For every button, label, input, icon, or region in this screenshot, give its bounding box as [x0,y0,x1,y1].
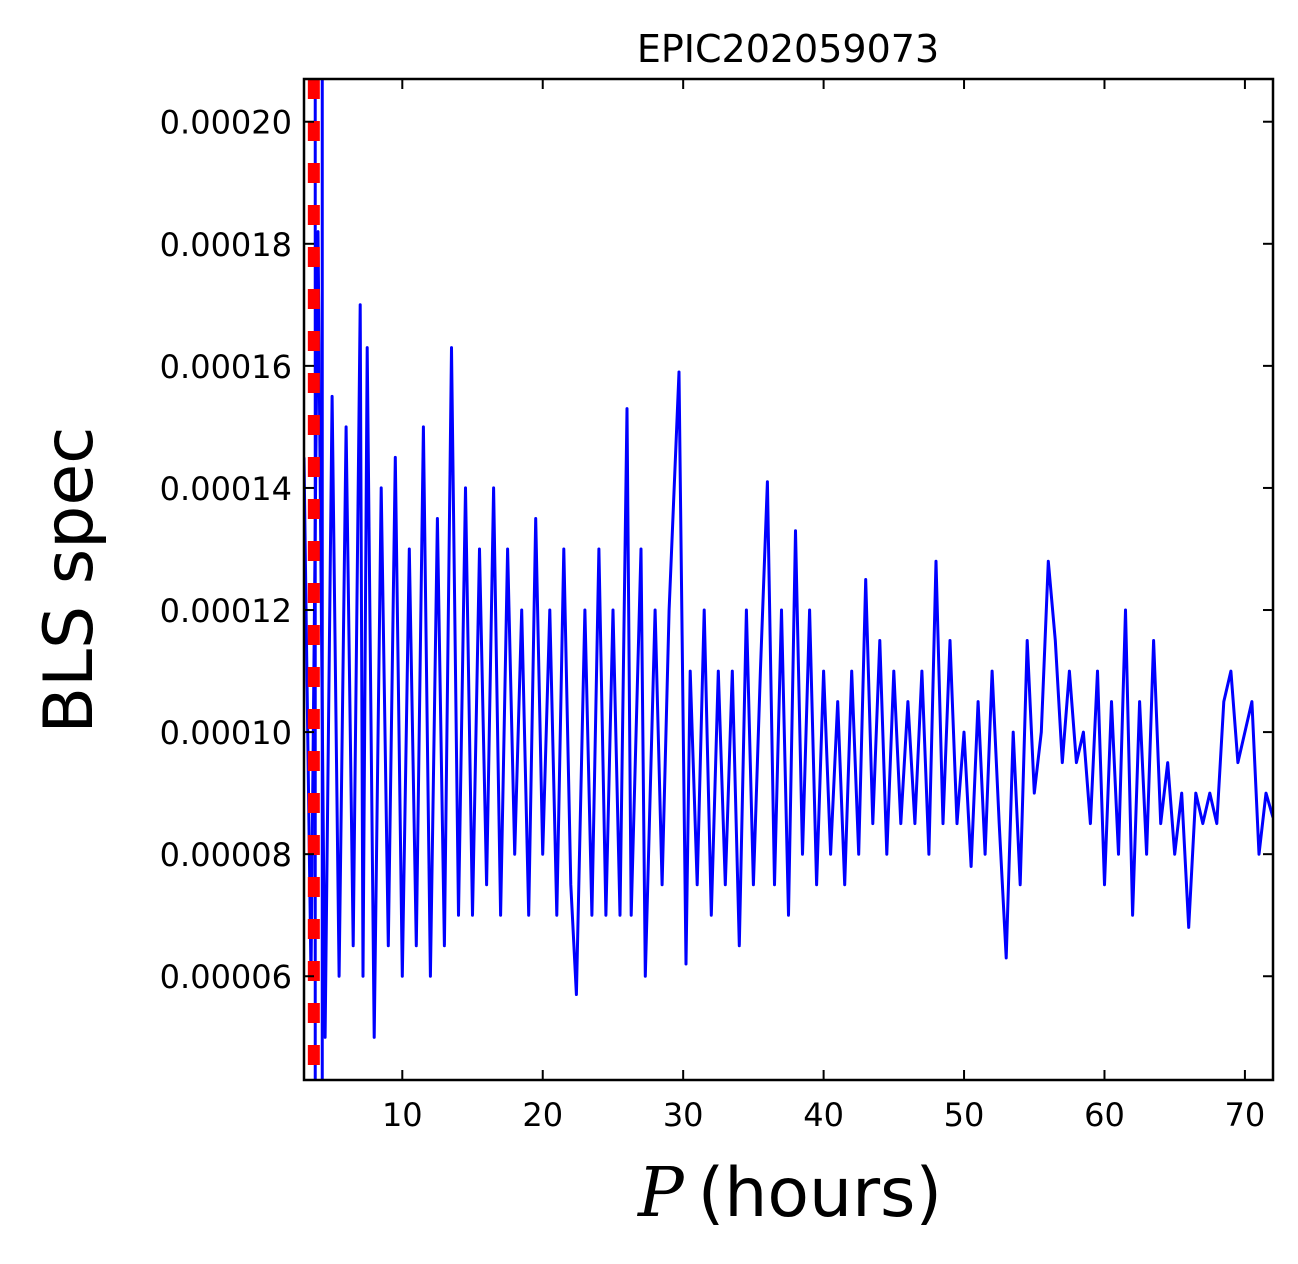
y-tick-label: 0.00020 [160,104,292,142]
y-axis: 0.00006 0.00008 0.00010 0.00012 0.00014 0.000… [160,104,1273,996]
y-tick-label: 0.00010 [160,714,292,752]
x-tick-label: 60 [1084,1096,1125,1134]
y-tick-label: 0.00006 [160,958,292,996]
x-tick-label: 30 [663,1096,704,1134]
x-tick-label: 40 [803,1096,844,1134]
x-tick-label: 50 [944,1096,985,1134]
x-tick-label: 10 [382,1096,423,1134]
plot-frame [302,77,1275,1082]
x-axis-label-unit: (hours) [698,1154,942,1233]
y-tick-label: 0.00016 [160,348,292,386]
x-tick-label: 70 [1225,1096,1266,1134]
y-axis-label: BLS spec [30,426,109,733]
x-axis: 10 20 30 40 50 60 70 [382,79,1265,1134]
y-tick-label: 0.00014 [160,470,292,508]
y-tick-label: 0.00012 [160,592,292,630]
series-line-0 [304,230,1273,1039]
y-tick-label: 0.00008 [160,836,292,874]
plot-area [304,79,1273,1080]
x-axis-label: P (hours) [636,1154,942,1233]
x-axis-label-variable: P [636,1154,685,1233]
y-tick-label: 0.00018 [160,226,292,264]
x-tick-label: 20 [522,1096,563,1134]
chart-title: EPIC202059073 [637,27,939,71]
